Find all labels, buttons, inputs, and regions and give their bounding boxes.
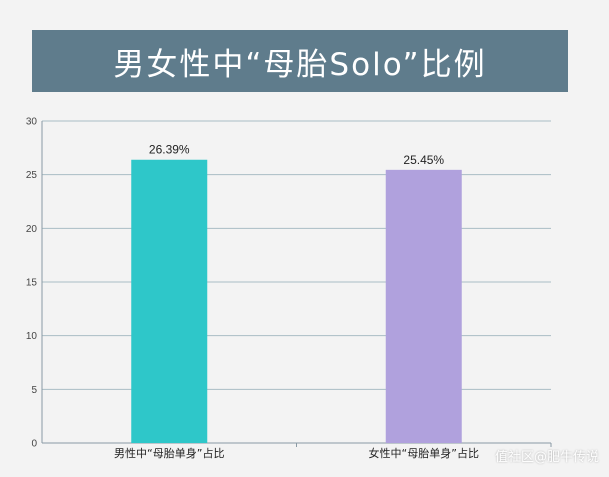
y-tick-label: 0 [31, 439, 37, 450]
data-label: 25.45% [403, 153, 444, 167]
y-tick-label: 20 [26, 224, 38, 235]
x-tick-label: 女性中“母胎单身”占比 [369, 446, 479, 460]
y-tick-label: 15 [26, 278, 38, 289]
bar [131, 159, 208, 444]
bar [385, 169, 462, 443]
y-tick-label: 5 [31, 385, 37, 396]
y-tick-label: 25 [26, 170, 38, 181]
title-banner: 男女性中“母胎Solo”比例 [32, 30, 568, 92]
watermark: 值社区@肥牛传说 [494, 450, 599, 465]
data-label: 26.39% [149, 143, 190, 157]
y-tick-label: 30 [26, 117, 38, 128]
y-tick-label: 10 [26, 331, 38, 342]
x-tick-label: 男性中“母胎单身”占比 [114, 446, 224, 460]
chart-title: 男女性中“母胎Solo”比例 [113, 46, 487, 83]
